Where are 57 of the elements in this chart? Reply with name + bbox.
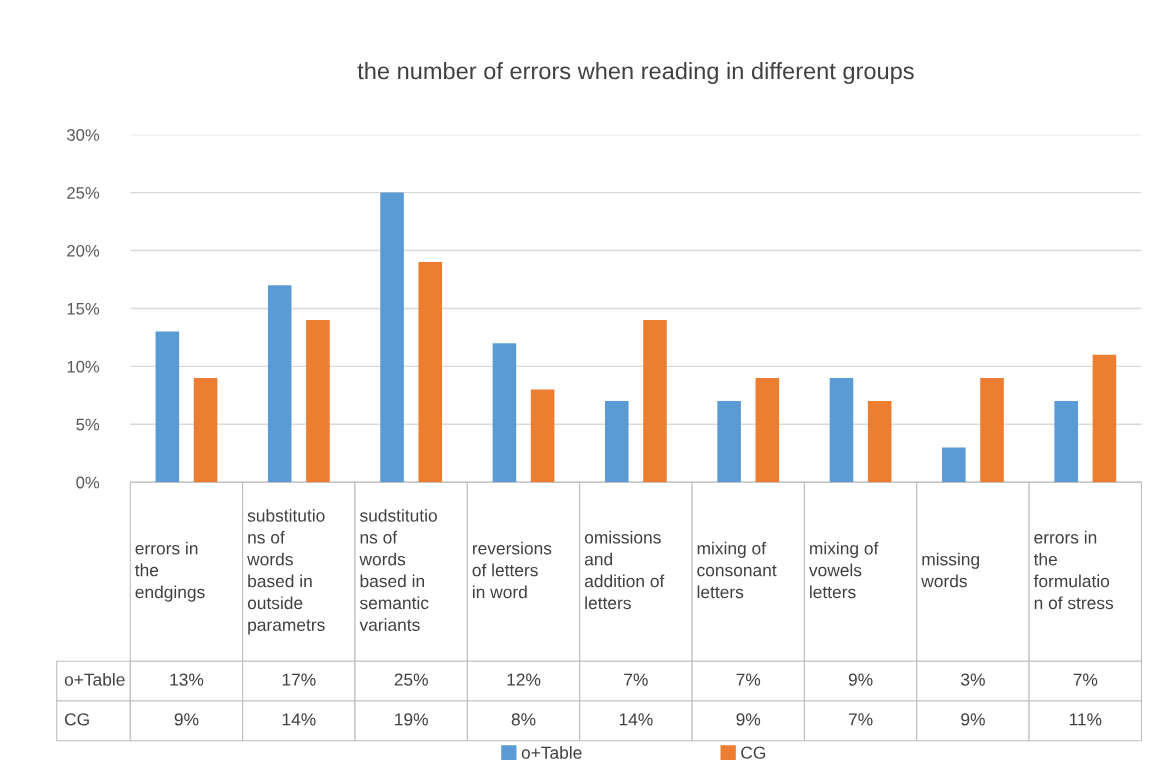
data-label: 3% [961, 673, 985, 686]
y-tick-label: 20% [67, 244, 100, 257]
bar [418, 262, 443, 483]
x-tick-label: substitutio ns of words based in outside parametrs [247, 509, 325, 635]
data-label: 7% [1073, 673, 1098, 686]
y-tick-label: 10% [67, 360, 100, 373]
x-tick-label: errors in the formulatio n of stress [1033, 530, 1114, 610]
bar [980, 377, 1004, 483]
legend-label: o+Table [521, 746, 582, 759]
bar [643, 320, 667, 483]
bar [306, 320, 330, 483]
bar [717, 401, 741, 483]
data-label: 11% [1069, 713, 1102, 726]
x-tick-label: errors in the endgings [135, 541, 205, 602]
x-tick-label: mixing of consonant letters [697, 541, 777, 599]
bar [755, 377, 780, 483]
data-label: 7% [736, 673, 761, 686]
data-label: 7% [848, 713, 873, 726]
data-label: 9% [174, 713, 199, 726]
y-tick-label: 0% [76, 476, 100, 489]
bar [530, 389, 555, 483]
data-label: 13% [170, 673, 204, 686]
y-tick-label: 5% [76, 418, 100, 431]
data-label: 14% [282, 713, 316, 726]
x-tick-label: sudstitutio ns of words based in semantic variants [359, 509, 437, 631]
text: o+Table [64, 673, 125, 686]
data-label: 19% [395, 713, 428, 726]
bar [492, 343, 517, 483]
y-tick-label: 15% [67, 302, 100, 315]
bar [942, 447, 966, 483]
data-label: 9% [848, 673, 873, 686]
x-tick-label: missing words [921, 552, 979, 588]
data-label: 12% [507, 673, 541, 686]
bar [1092, 354, 1117, 483]
data-label: 9% [961, 713, 985, 726]
y-tick-label: 25% [67, 187, 100, 199]
data-label: 25% [394, 673, 428, 686]
data-label: 14% [619, 713, 653, 726]
bar [193, 377, 218, 483]
data-label: 17% [282, 673, 316, 686]
bar [155, 331, 180, 483]
bar [380, 192, 404, 483]
data-label: 8% [511, 713, 536, 726]
legend-label: CG [741, 746, 766, 759]
bar [867, 401, 892, 483]
x-tick-label: reversions of letters in word [472, 541, 552, 599]
y-tick-label: 30% [67, 129, 100, 141]
bar [604, 401, 629, 483]
text: CG [64, 713, 89, 726]
data-label: 9% [736, 713, 761, 726]
data-label: 7% [624, 673, 648, 686]
chart-title: the number of errors when reading in different groups [357, 62, 914, 85]
x-tick-label: omissions and addition of letters [584, 530, 665, 610]
bar [829, 377, 854, 483]
x-tick-label: mixing of vowels letters [808, 541, 879, 599]
bar [267, 285, 292, 483]
bar [1054, 401, 1078, 483]
